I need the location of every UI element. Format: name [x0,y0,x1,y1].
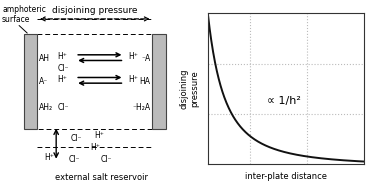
Text: ⁻A: ⁻A [141,54,150,63]
Text: H⁺: H⁺ [90,143,100,152]
Text: Cl⁻: Cl⁻ [68,155,80,164]
Text: disjoining pressure: disjoining pressure [52,6,138,15]
Text: H⁺: H⁺ [128,52,138,61]
Text: ⁻H₂A: ⁻H₂A [132,103,150,112]
Bar [153,34,165,129]
Text: H⁺: H⁺ [44,153,54,162]
Text: Cl⁻: Cl⁻ [100,155,112,164]
Text: AH₂: AH₂ [39,103,53,112]
Text: Cl⁻: Cl⁻ [57,103,69,112]
Y-axis label: disjoining
pressure: disjoining pressure [180,69,199,109]
Text: amphoteric
surface: amphoteric surface [2,5,46,24]
Text: H⁺: H⁺ [57,75,67,84]
Text: ∝ 1/h²: ∝ 1/h² [267,96,301,106]
X-axis label: inter-plate distance: inter-plate distance [245,172,327,181]
Text: H⁺: H⁺ [57,52,67,61]
Bar [24,34,37,129]
Text: H⁺: H⁺ [94,131,104,140]
Text: H⁺: H⁺ [128,75,138,84]
Text: Cl⁻: Cl⁻ [57,64,69,74]
Text: Cl⁻: Cl⁻ [70,134,82,143]
Text: AH: AH [39,54,50,63]
Text: A⁻: A⁻ [39,77,48,86]
Text: external salt reservoir: external salt reservoir [55,173,148,182]
Text: HA: HA [140,77,150,86]
